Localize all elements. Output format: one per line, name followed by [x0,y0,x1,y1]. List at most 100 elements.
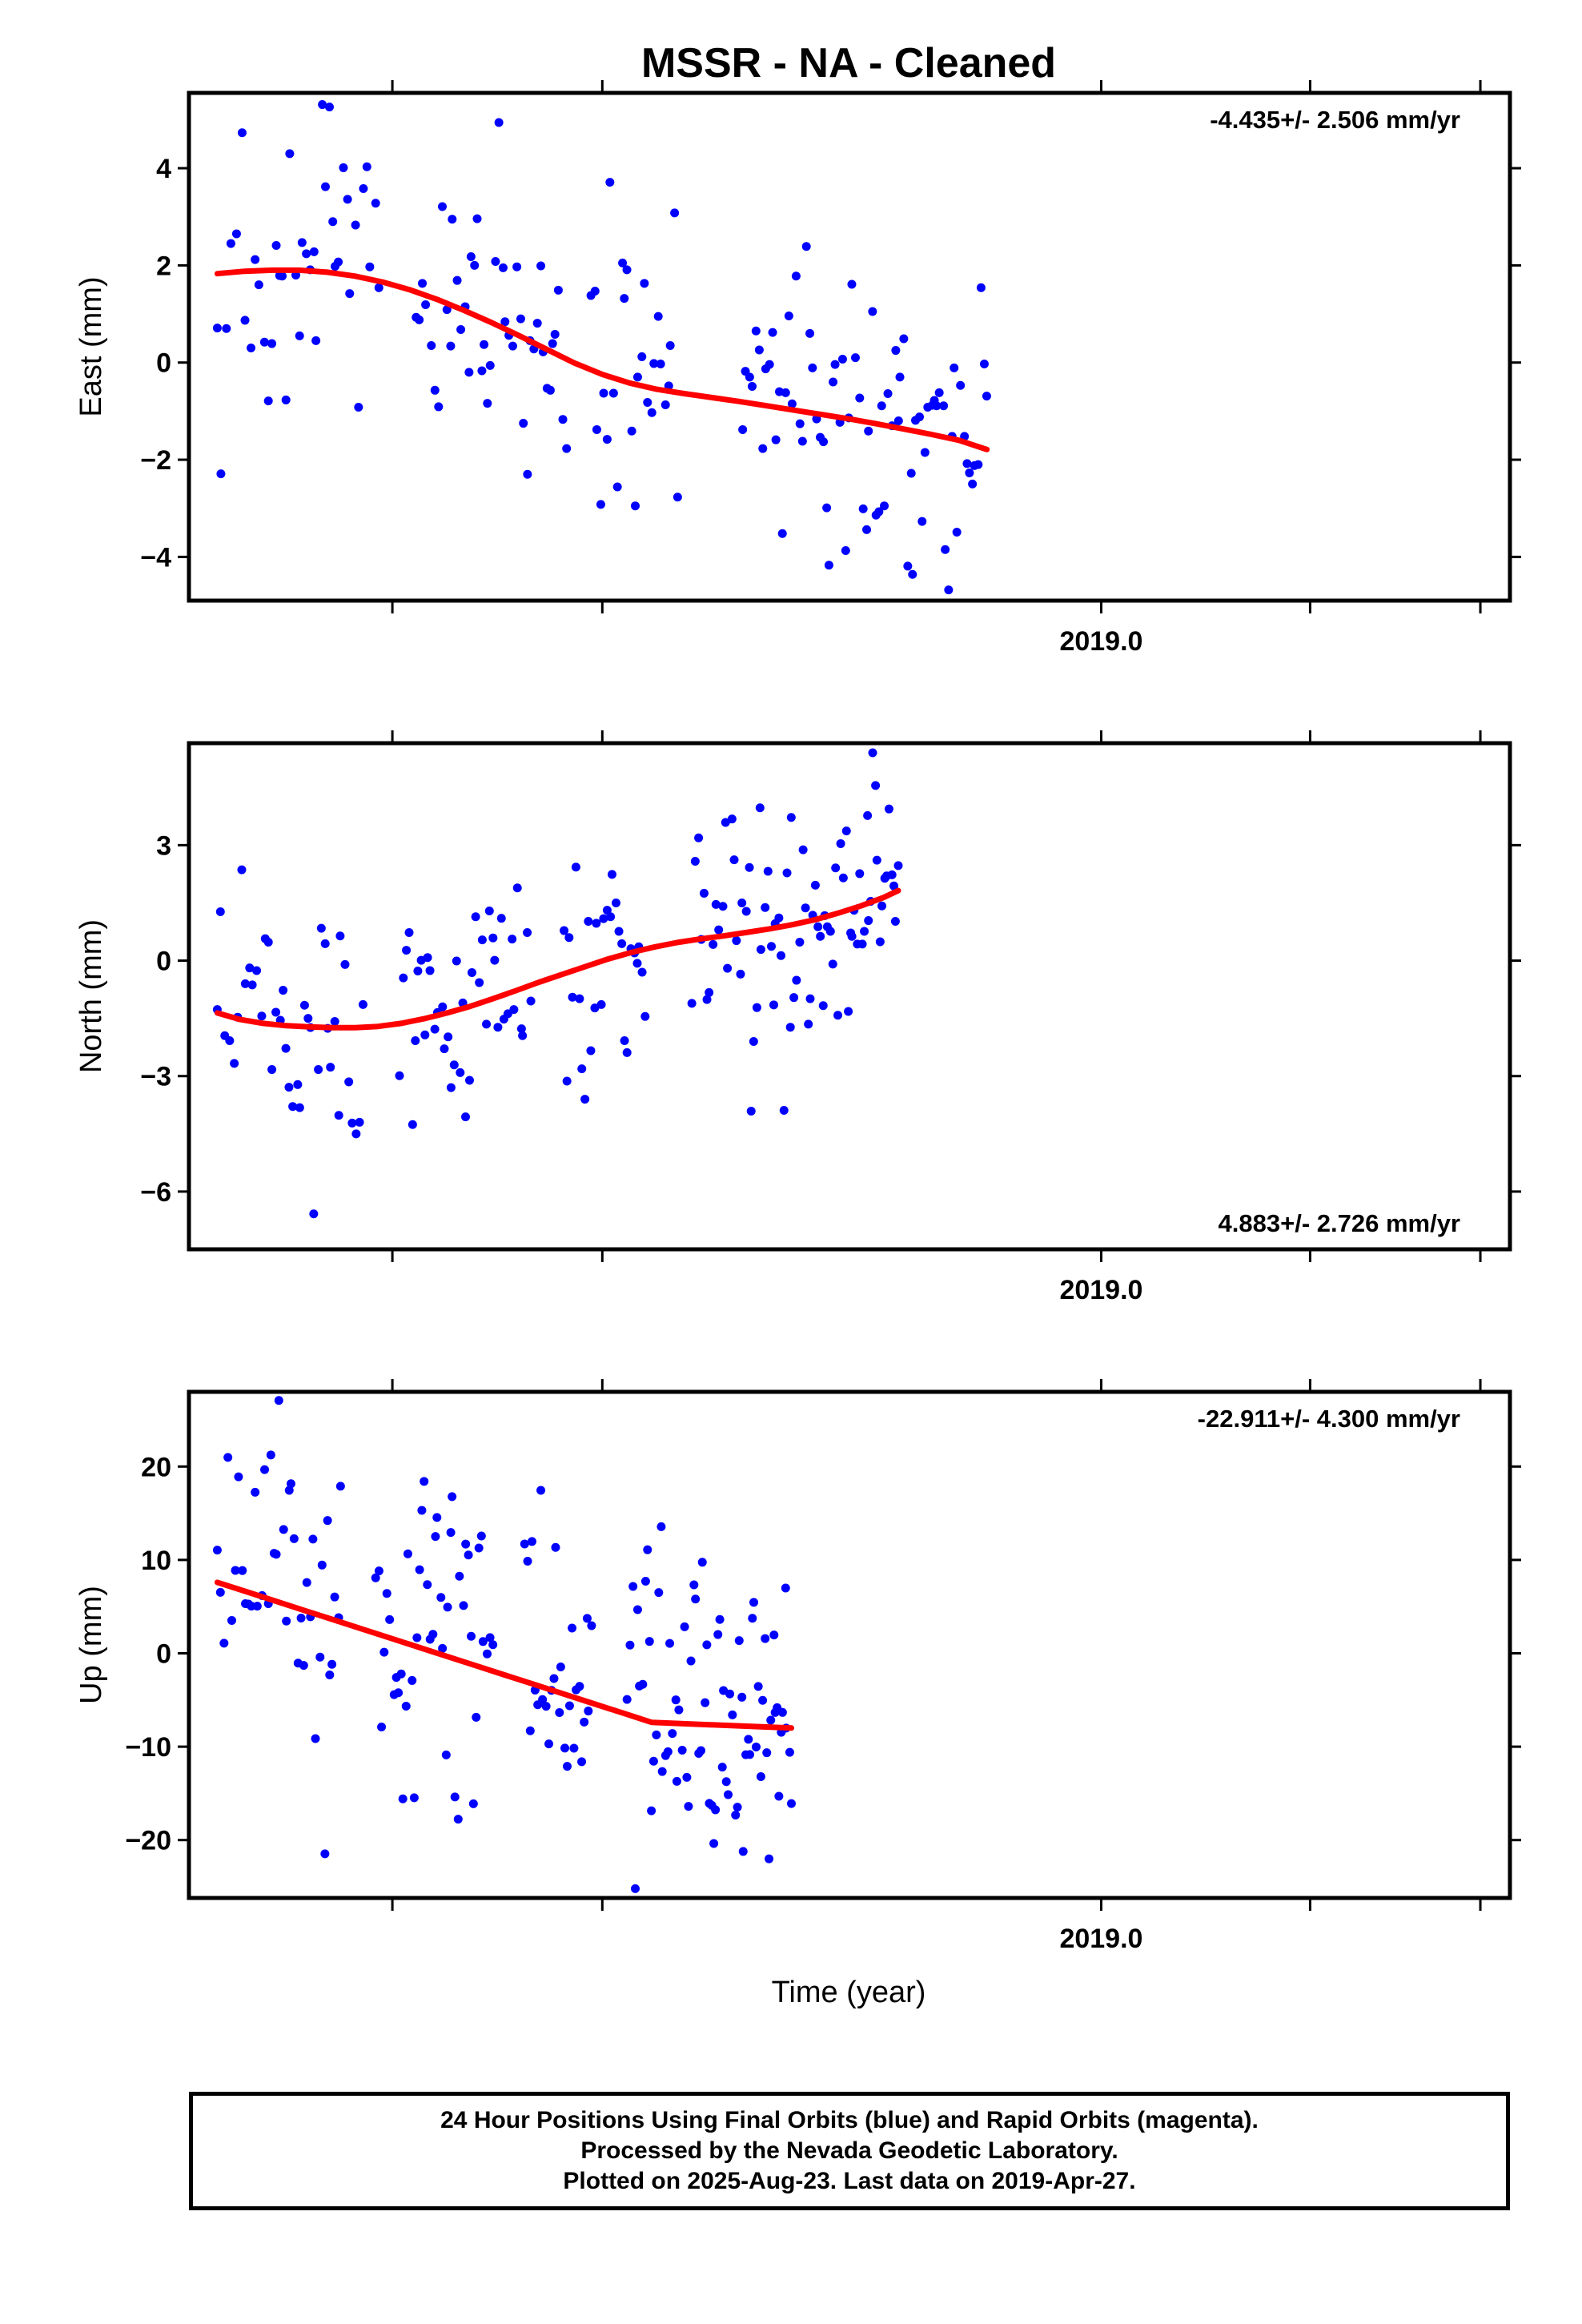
east-point-75 [532,319,542,328]
east-point-66 [500,317,510,327]
north-point-69 [484,907,494,916]
north-point-175 [860,927,869,936]
north-ytick-label-2: 0 [156,947,171,977]
north-point-136 [761,903,770,912]
up-point-77 [467,1631,476,1641]
east-point-53 [456,324,466,334]
north-point-122 [721,818,730,827]
east-point-80 [548,339,557,348]
up-point-70 [448,1492,457,1502]
east-point-147 [855,393,865,403]
up-point-131 [665,1638,675,1648]
up-point-120 [640,1576,650,1586]
north-point-125 [729,855,739,865]
north-point-51 [425,966,435,975]
east-point-34 [351,220,360,230]
up-point-27 [299,1661,308,1671]
up-point-50 [396,1669,406,1679]
up-point-41 [371,1573,380,1582]
north-point-141 [774,913,784,923]
east-point-25 [318,100,327,110]
north-point-15 [271,1007,281,1017]
north-point-28 [316,923,326,933]
north-point-62 [461,1112,471,1122]
north-point-118 [709,939,718,949]
up-point-51 [398,1794,408,1803]
north-point-153 [805,994,815,1003]
up-point-49 [394,1688,404,1698]
east-point-42 [415,315,424,324]
up-point-59 [420,1477,429,1486]
east-point-15 [278,271,287,281]
up-point-162 [734,1636,744,1646]
east-point-9 [254,280,263,290]
east-ytick-label-1: −2 [140,445,171,476]
east-ytick-label-3: 2 [156,251,171,281]
up-point-156 [721,1777,731,1787]
east-point-160 [895,372,905,382]
up-ytick-label-1: −10 [125,1732,171,1763]
north-point-83 [560,926,569,935]
up-ytick-label-0: −20 [125,1826,171,1856]
up-point-46 [385,1614,395,1624]
east-point-8 [251,255,260,264]
north-point-146 [786,813,796,822]
east-point-174 [939,401,949,411]
north-point-31 [326,1063,335,1072]
north-point-139 [769,1000,778,1010]
east-point-159 [893,416,903,426]
east-point-163 [906,468,916,478]
up-point-85 [488,1640,498,1650]
up-ytick-label-4: 20 [141,1452,171,1482]
north-point-52 [430,1024,440,1034]
up-point-130 [663,1747,673,1756]
up-point-83 [482,1649,492,1659]
up-point-177 [766,1715,776,1725]
north-point-124 [727,814,737,824]
north-point-126 [732,936,741,946]
east-point-44 [421,300,431,310]
east-point-2 [222,324,231,333]
east-point-175 [941,545,950,554]
east-point-60 [480,340,489,349]
up-point-128 [657,1767,667,1776]
east-point-82 [553,285,563,295]
east-point-129 [795,419,805,428]
north-point-35 [340,959,350,969]
north-point-91 [584,917,593,927]
north-point-119 [711,899,721,909]
up-point-121 [643,1545,652,1554]
north-point-47 [413,967,423,976]
east-point-137 [822,503,832,513]
north-point-179 [868,748,877,758]
up-point-151 [711,1805,721,1815]
up-point-163 [737,1692,747,1702]
up-point-45 [382,1589,391,1598]
east-point-162 [903,561,913,571]
up-point-152 [713,1630,723,1639]
up-point-169 [749,1598,759,1607]
up-point-109 [580,1717,589,1727]
up-point-0 [212,1546,222,1555]
up-point-55 [409,1793,419,1803]
north-point-174 [857,939,867,949]
north-point-43 [402,946,412,955]
north-point-103 [620,1036,629,1046]
up-point-139 [684,1802,693,1811]
east-point-48 [437,202,447,211]
east-point-37 [362,162,371,171]
east-point-103 [647,408,656,417]
east-point-16 [281,395,291,404]
up-point-110 [582,1614,592,1623]
east-point-179 [952,527,962,537]
east-point-153 [874,507,884,517]
up-point-158 [725,1689,735,1699]
east-point-187 [976,283,986,292]
east-point-106 [656,360,665,369]
north-ytick-label-0: −6 [140,1177,171,1208]
north-point-183 [877,901,887,911]
east-point-61 [483,399,492,408]
north-point-11 [257,1011,267,1021]
north-point-81 [523,927,532,937]
up-point-88 [525,1726,535,1735]
